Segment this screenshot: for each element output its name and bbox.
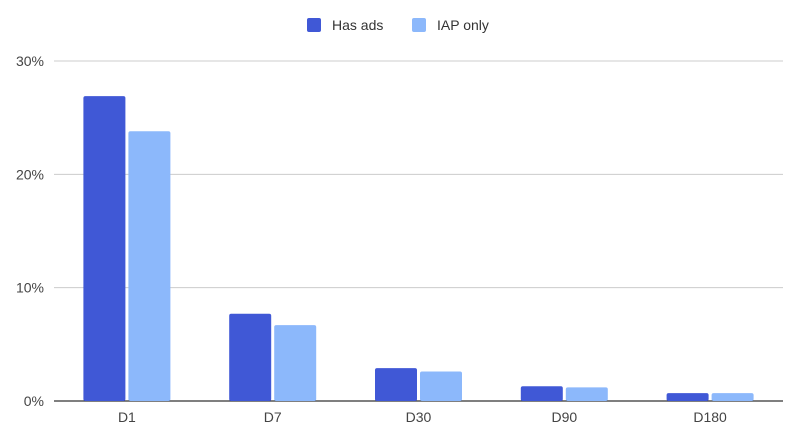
bar-iap-only-d1 [128, 131, 171, 401]
bar-has-ads-d90 [520, 386, 563, 401]
bar-has-ads-d30 [375, 368, 417, 401]
gridlines [54, 60, 783, 402]
bar-has-ads-d180 [666, 393, 709, 401]
bars [83, 96, 754, 401]
y-tick-label: 20% [16, 166, 44, 182]
legend-swatch-iap-only [412, 18, 426, 32]
legend: Has ads IAP only [307, 17, 489, 33]
bar-iap-only-d90 [565, 387, 608, 401]
y-tick-label: 30% [16, 53, 44, 69]
x-tick-label: D30 [406, 409, 432, 425]
legend-label-has-ads: Has ads [332, 17, 383, 33]
x-tick-label: D180 [693, 409, 727, 425]
x-tick-label: D90 [551, 409, 577, 425]
y-axis-tick-labels: 0% 10% 20% 30% [16, 53, 44, 409]
x-tick-label: D1 [118, 409, 136, 425]
bar-has-ads-d1 [83, 96, 126, 401]
bar-iap-only-d180 [711, 393, 754, 401]
bar-iap-only-d30 [420, 371, 462, 401]
y-tick-label: 0% [24, 393, 44, 409]
legend-label-iap-only: IAP only [437, 17, 489, 33]
bar-has-ads-d7 [229, 313, 272, 401]
bar-iap-only-d7 [274, 325, 317, 401]
x-tick-label: D7 [264, 409, 282, 425]
y-tick-label: 10% [16, 280, 44, 296]
legend-swatch-has-ads [307, 18, 321, 32]
x-axis-tick-labels: D1 D7 D30 D90 D180 [118, 409, 727, 425]
